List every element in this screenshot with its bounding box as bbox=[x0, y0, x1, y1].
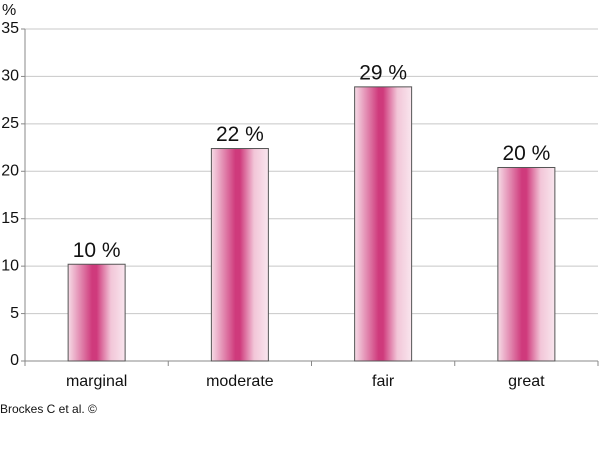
y-tick-label: 15 bbox=[1, 210, 19, 227]
y-tick-label: 10 bbox=[1, 257, 19, 274]
x-tick-label: marginal bbox=[66, 373, 127, 390]
y-tick-label: 30 bbox=[1, 68, 19, 85]
value-label: 29 % bbox=[359, 61, 407, 84]
value-label: 22 % bbox=[216, 123, 264, 146]
x-tick-label: moderate bbox=[206, 373, 274, 390]
y-tick-label: 25 bbox=[1, 115, 19, 132]
x-tick-label: fair bbox=[372, 373, 395, 390]
bar bbox=[67, 263, 126, 362]
y-tick-label: 0 bbox=[10, 352, 19, 369]
y-axis-label: % bbox=[2, 2, 16, 19]
bar bbox=[354, 86, 413, 362]
y-tick-label: 5 bbox=[10, 305, 19, 322]
bar bbox=[210, 148, 269, 362]
bar bbox=[497, 166, 556, 362]
y-tick-label: 20 bbox=[1, 163, 19, 180]
source-note: Brockes C et al. © bbox=[0, 402, 97, 416]
x-tick-label: great bbox=[508, 373, 545, 390]
y-tick-label: 35 bbox=[1, 20, 19, 37]
value-label: 20 % bbox=[502, 142, 550, 165]
value-label: 10 % bbox=[73, 239, 121, 262]
